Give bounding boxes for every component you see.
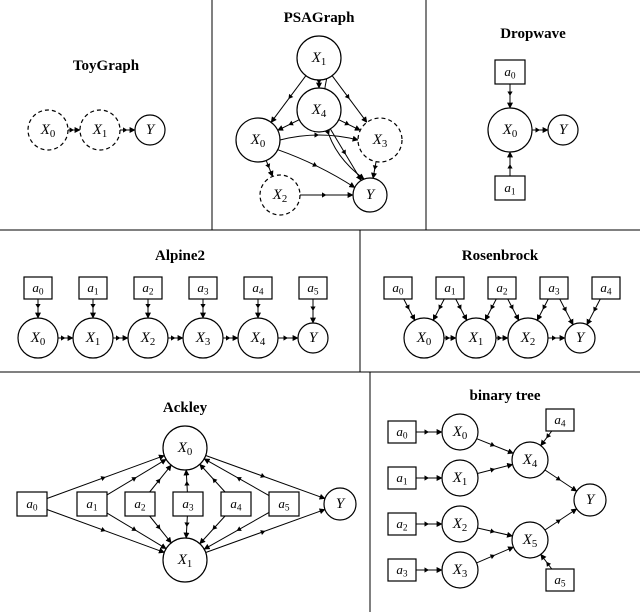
mid-arrow-icon [123,127,128,132]
mid-arrow-icon [184,522,189,527]
mid-arrow-icon [556,476,561,481]
panel-binary tree: binary tree a0a1a2a3X0X1X2X3a4X4X5a5Y [388,388,606,591]
mid-arrow-icon [289,94,294,99]
mid-arrow-icon [490,528,495,533]
mid-arrow-icon [322,192,327,197]
mid-arrow-icon [556,519,561,524]
mid-arrow-icon [35,304,40,309]
mid-arrow-icon [200,304,205,309]
mid-arrow-icon [61,335,66,340]
mid-arrow-icon [70,127,75,132]
mid-arrow-icon [345,94,350,99]
panel-PSAGraph: PSAGraph X1X4X0X3X2Y [236,10,402,215]
panel-Rosenbrock: Rosenbrock a0a1a2a3a4X0X1X2Y [384,248,620,358]
panel-Dropwave: Dropwavea0X0Ya1 [488,26,578,200]
mid-arrow-icon [507,92,512,97]
mid-arrow-icon [315,132,320,137]
mid-arrow-icon [255,304,260,309]
mid-arrow-icon [373,165,378,170]
mid-arrow-icon [310,307,315,312]
mid-arrow-icon [184,481,189,486]
nodes: X0X1Y [28,110,165,150]
panel-title: PSAGraph [284,10,356,26]
panel-title: Ackley [163,400,208,416]
mid-arrow-icon [425,521,430,526]
nodes: a0a1a2a3a4X0X1X2Y [384,277,620,358]
panel-title: binary tree [470,388,541,404]
mid-arrow-icon [446,335,451,340]
nodes: X0X1a0a1a2a3a4a5Y [17,426,356,582]
edge [330,129,361,181]
panel-Alpine2: Alpine2 a0a1a2a3a4a5X0X1X2X3X4Y [18,248,328,358]
panel-title: Rosenbrock [462,248,539,264]
mid-arrow-icon [546,562,551,567]
mid-arrow-icon [116,335,121,340]
edge [107,513,166,549]
edge [373,162,376,179]
mid-arrow-icon [90,304,95,309]
panel-ToyGraph: ToyGraph X0X1Y [28,58,165,150]
mid-arrow-icon [546,433,551,438]
panel-title: Alpine2 [155,248,205,264]
nodes: X1X4X0X3X2Y [236,36,402,215]
mid-arrow-icon [171,335,176,340]
mid-arrow-icon [145,304,150,309]
diagram-canvas: ToyGraph X0X1Y PSAGraph X1X4X0X3X2Y Dropwave… [0,0,640,612]
edge [204,512,269,549]
mid-arrow-icon [536,127,541,132]
edge [107,459,166,495]
mid-arrow-icon [498,335,503,340]
mid-arrow-icon [490,468,495,473]
edge [280,135,358,140]
mid-arrow-icon [507,164,512,169]
mid-arrow-icon [226,335,231,340]
panel-Ackley: Ackley X0X1a0a1a2a3a4a5Y [17,400,356,582]
mid-arrow-icon [425,475,430,480]
mid-arrow-icon [425,567,430,572]
nodes: a0a1a2a3a4a5X0X1X2X3X4Y [18,277,328,358]
panels: ToyGraph X0X1Y PSAGraph X1X4X0X3X2Y Dropwave… [17,10,620,591]
panel-title: ToyGraph [73,58,140,74]
edges [416,429,577,572]
nodes: a0a1a2a3X0X1X2X3a4X4X5a5Y [388,409,606,591]
mid-arrow-icon [552,335,557,340]
mid-arrow-icon [284,335,289,340]
mid-arrow-icon [425,429,430,434]
panel-title: Dropwave [500,26,566,42]
